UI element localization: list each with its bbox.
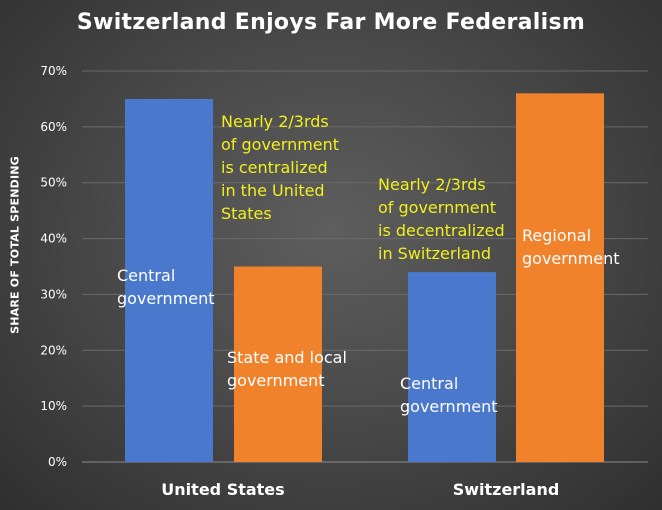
x-category-label: Switzerland (453, 480, 560, 499)
y-tick-label: 30% (40, 287, 67, 301)
x-category-label: United States (161, 480, 284, 499)
chart-title: Switzerland Enjoys Far More Federalism (76, 10, 586, 35)
annotation-ch-regional: Regional government (522, 226, 620, 268)
annotation-ch-central: Central government (400, 374, 498, 416)
annotation-ch-note: Nearly 2/3rds of government is decentral… (378, 175, 505, 263)
y-tick-label: 0% (48, 455, 67, 469)
bar-united-states-a (125, 98, 213, 462)
annotation-us-state-local: State and local government (227, 348, 347, 390)
annotation-us-note: Nearly 2/3rds of government is centraliz… (221, 112, 340, 223)
y-tick-label: 70% (40, 64, 67, 78)
bar-united-states-b (234, 266, 322, 462)
y-tick-label: 20% (40, 343, 67, 357)
y-tick-label: 60% (40, 120, 67, 134)
annotation-us-central: Central government (117, 266, 215, 308)
y-tick-label: 50% (40, 176, 67, 190)
y-tick-label: 10% (40, 399, 67, 413)
bar-switzerland-b (516, 93, 604, 462)
bar-switzerland-a (408, 272, 496, 462)
y-tick-label: 40% (40, 232, 67, 246)
